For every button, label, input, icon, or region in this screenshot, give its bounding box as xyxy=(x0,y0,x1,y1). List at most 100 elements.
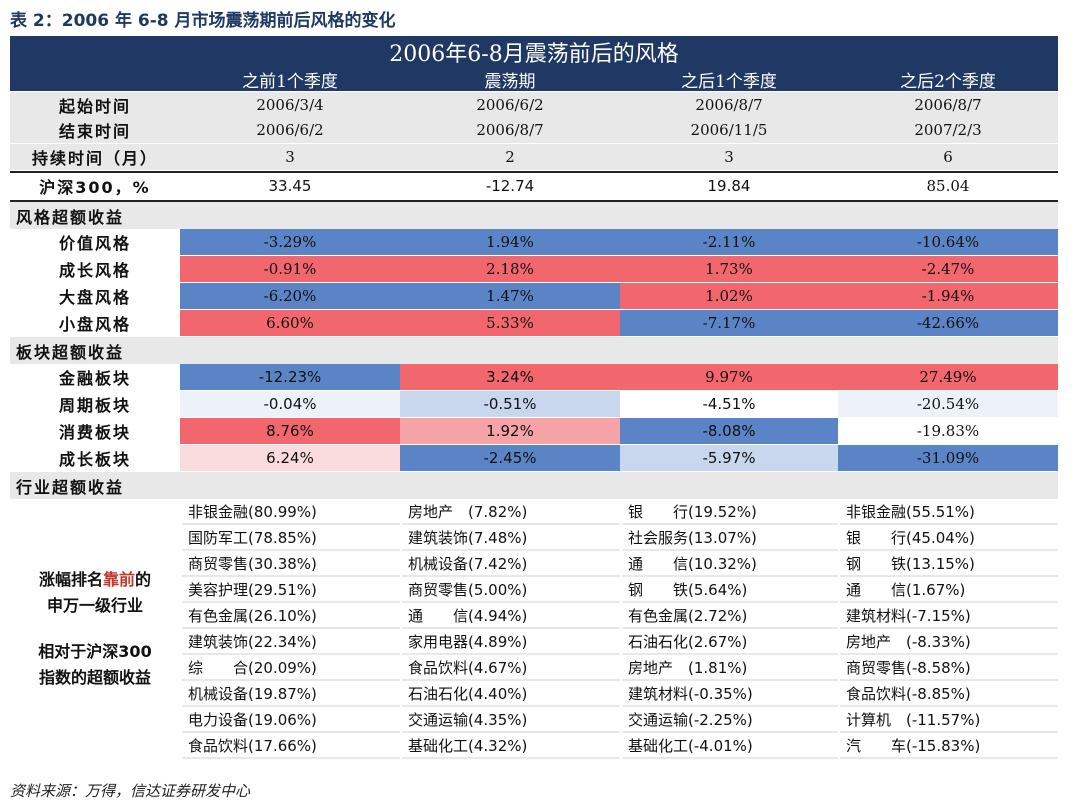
row-label: 成长板块 xyxy=(10,445,180,471)
list-item: 机械设备(7.42%) xyxy=(402,551,620,577)
column-headers: 之前1个季度 震荡期 之后1个季度 之后2个季度 xyxy=(10,68,1058,92)
value-cell: -3.29% xyxy=(180,229,400,255)
end-date: 2007/2/3 xyxy=(914,121,982,140)
list-item: 有色金属(2.72%) xyxy=(622,603,838,629)
list-item: 银 行(19.52%) xyxy=(622,499,838,525)
list-item: 房地产 (-8.33%) xyxy=(840,629,1058,655)
list-item: 食品饮料(-8.85%) xyxy=(840,681,1058,707)
value-cell: 1.92% xyxy=(400,418,620,444)
value-cell: -0.91% xyxy=(180,256,400,282)
table-row: 消费板块 8.76% 1.92% -8.08% -19.83% xyxy=(10,418,1058,445)
list-item: 交通运输(4.35%) xyxy=(402,707,620,733)
value-cell: -0.04% xyxy=(180,391,400,417)
value-cell: -12.23% xyxy=(180,364,400,390)
list-item: 汽 车(-15.83%) xyxy=(840,733,1058,759)
list-item: 美容护理(29.51%) xyxy=(182,577,400,603)
list-item: 建筑材料(-7.15%) xyxy=(840,603,1058,629)
start-date: 2006/3/4 xyxy=(256,95,324,114)
value-cell: 6.60% xyxy=(180,310,400,336)
table-caption: 表 2：2006 年 6-8 月市场震荡期前后风格的变化 xyxy=(10,11,396,31)
list-item: 钢 铁(13.15%) xyxy=(840,551,1058,577)
industry-note: 涨幅排名靠前的 申万一级行业 相对于沪深300 指数的超额收益 xyxy=(10,499,180,759)
list-item: 机械设备(19.87%) xyxy=(182,681,400,707)
value-cell: 9.97% xyxy=(620,364,838,390)
start-label: 起始时间 xyxy=(58,96,131,116)
list-item: 建筑装饰(22.34%) xyxy=(182,629,400,655)
industry-column: 非银金融(55.51%) 银 行(45.04%) 钢 铁(13.15%) 通 信… xyxy=(838,499,1058,759)
industry-block: 涨幅排名靠前的 申万一级行业 相对于沪深300 指数的超额收益 非银金融(80.… xyxy=(10,499,1058,759)
duration-label: 持续时间（月） xyxy=(31,149,158,168)
value-cell: -0.51% xyxy=(400,391,620,417)
table-header: 2006年6-8月震荡前后的风格 之前1个季度 震荡期 之后1个季度 之后2个季… xyxy=(10,36,1058,92)
list-item: 非银金融(80.99%) xyxy=(182,499,400,525)
list-item: 房地产 (1.81%) xyxy=(622,655,838,681)
hs300-value: 85.04 xyxy=(926,177,970,195)
industry-column: 房地产 (7.82%) 建筑装饰(7.48%) 机械设备(7.42%) 商贸零售… xyxy=(400,499,620,759)
value-cell: 3.24% xyxy=(400,364,620,390)
col-header: 之前1个季度 xyxy=(180,68,400,92)
end-date: 2006/6/2 xyxy=(256,121,324,140)
value-cell: 1.47% xyxy=(400,283,620,309)
end-date: 2006/11/5 xyxy=(690,121,768,140)
list-item: 建筑装饰(7.48%) xyxy=(402,525,620,551)
list-item: 有色金属(26.10%) xyxy=(182,603,400,629)
style-table: 2006年6-8月震荡前后的风格 之前1个季度 震荡期 之后1个季度 之后2个季… xyxy=(10,36,1058,759)
table-row: 小盘风格 6.60% 5.33% -7.17% -42.66% xyxy=(10,310,1058,337)
duration-row: 持续时间（月） 3 2 3 6 xyxy=(10,144,1058,171)
hs300-value: 33.45 xyxy=(268,177,312,195)
industry-column: 非银金融(80.99%) 国防军工(78.85%) 商贸零售(30.38%) 美… xyxy=(180,499,400,759)
hs300-value: 19.84 xyxy=(707,177,751,195)
row-label: 价值风格 xyxy=(10,229,180,255)
value-cell: 2.18% xyxy=(400,256,620,282)
value-cell: -2.47% xyxy=(838,256,1058,282)
style-section-title: 风格超额收益 xyxy=(10,202,1058,229)
highlight-text: 靠前 xyxy=(102,570,135,589)
table-row: 价值风格 -3.29% 1.94% -2.11% -10.64% xyxy=(10,229,1058,256)
list-item: 石油石化(2.67%) xyxy=(622,629,838,655)
list-item: 食品饮料(4.67%) xyxy=(402,655,620,681)
list-item: 通 信(1.67%) xyxy=(840,577,1058,603)
col-header: 之后2个季度 xyxy=(838,68,1058,92)
hs300-label: 沪深300，% xyxy=(39,178,151,197)
list-item: 电力设备(19.06%) xyxy=(182,707,400,733)
table-row: 成长板块 6.24% -2.45% -5.97% -31.09% xyxy=(10,445,1058,472)
table-title: 2006年6-8月震荡前后的风格 xyxy=(389,42,679,67)
list-item: 商贸零售(30.38%) xyxy=(182,551,400,577)
duration-value: 6 xyxy=(943,148,953,166)
list-item: 钢 铁(5.64%) xyxy=(622,577,838,603)
industry-section-title: 行业超额收益 xyxy=(10,472,1058,499)
value-cell: -1.94% xyxy=(838,283,1058,309)
row-label: 大盘风格 xyxy=(10,283,180,309)
list-item: 通 信(10.32%) xyxy=(622,551,838,577)
list-item: 社会服务(13.07%) xyxy=(622,525,838,551)
sector-section-title: 板块超额收益 xyxy=(10,337,1058,364)
list-item: 通 信(4.94%) xyxy=(402,603,620,629)
start-date: 2006/8/7 xyxy=(914,95,982,114)
list-item: 基础化工(4.32%) xyxy=(402,733,620,759)
list-item: 银 行(45.04%) xyxy=(840,525,1058,551)
list-item: 家用电器(4.89%) xyxy=(402,629,620,655)
list-item: 商贸零售(-8.58%) xyxy=(840,655,1058,681)
value-cell: 6.24% xyxy=(180,445,400,471)
source-note: 资料来源：万得，信达证券研发中心 xyxy=(10,782,251,800)
list-item: 食品饮料(17.66%) xyxy=(182,733,400,759)
note-line: 指数的超额收益 xyxy=(38,668,151,687)
value-cell: 1.02% xyxy=(620,283,838,309)
value-cell: -8.08% xyxy=(620,418,838,444)
industry-column: 银 行(19.52%) 社会服务(13.07%) 通 信(10.32%) 钢 铁… xyxy=(620,499,838,759)
value-cell: -10.64% xyxy=(838,229,1058,255)
value-cell: -19.83% xyxy=(838,418,1058,444)
value-cell: -7.17% xyxy=(620,310,838,336)
value-cell: -42.66% xyxy=(838,310,1058,336)
divider xyxy=(10,171,1058,173)
list-item: 建筑材料(-0.35%) xyxy=(622,681,838,707)
row-label: 小盘风格 xyxy=(10,310,180,336)
value-cell: 5.33% xyxy=(400,310,620,336)
list-item: 商贸零售(5.00%) xyxy=(402,577,620,603)
row-label: 消费板块 xyxy=(10,418,180,444)
header-blank xyxy=(10,68,180,92)
table-row: 金融板块 -12.23% 3.24% 9.97% 27.49% xyxy=(10,364,1058,391)
row-label: 成长风格 xyxy=(10,256,180,282)
list-item: 非银金融(55.51%) xyxy=(840,499,1058,525)
end-date: 2006/8/7 xyxy=(476,121,544,140)
